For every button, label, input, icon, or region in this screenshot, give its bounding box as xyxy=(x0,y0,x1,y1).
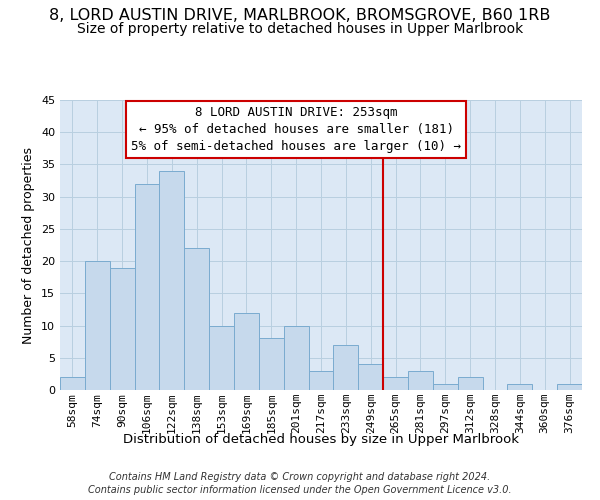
Bar xyxy=(110,268,134,390)
Y-axis label: Number of detached properties: Number of detached properties xyxy=(22,146,35,344)
Text: Contains HM Land Registry data © Crown copyright and database right 2024.: Contains HM Land Registry data © Crown c… xyxy=(109,472,491,482)
Bar xyxy=(234,312,259,390)
Bar xyxy=(433,384,458,390)
Bar xyxy=(383,377,408,390)
Bar xyxy=(134,184,160,390)
Bar xyxy=(184,248,209,390)
Bar xyxy=(284,326,308,390)
Bar xyxy=(458,377,482,390)
Bar xyxy=(160,171,184,390)
Bar xyxy=(60,377,85,390)
Bar xyxy=(85,261,110,390)
Bar xyxy=(334,345,358,390)
Text: Size of property relative to detached houses in Upper Marlbrook: Size of property relative to detached ho… xyxy=(77,22,523,36)
Text: 8 LORD AUSTIN DRIVE: 253sqm
← 95% of detached houses are smaller (181)
5% of sem: 8 LORD AUSTIN DRIVE: 253sqm ← 95% of det… xyxy=(131,106,461,154)
Text: Contains public sector information licensed under the Open Government Licence v3: Contains public sector information licen… xyxy=(88,485,512,495)
Bar xyxy=(508,384,532,390)
Bar xyxy=(308,370,334,390)
Bar xyxy=(358,364,383,390)
Text: Distribution of detached houses by size in Upper Marlbrook: Distribution of detached houses by size … xyxy=(123,432,519,446)
Bar xyxy=(408,370,433,390)
Bar xyxy=(557,384,582,390)
Text: 8, LORD AUSTIN DRIVE, MARLBROOK, BROMSGROVE, B60 1RB: 8, LORD AUSTIN DRIVE, MARLBROOK, BROMSGR… xyxy=(49,8,551,22)
Bar xyxy=(209,326,234,390)
Bar xyxy=(259,338,284,390)
